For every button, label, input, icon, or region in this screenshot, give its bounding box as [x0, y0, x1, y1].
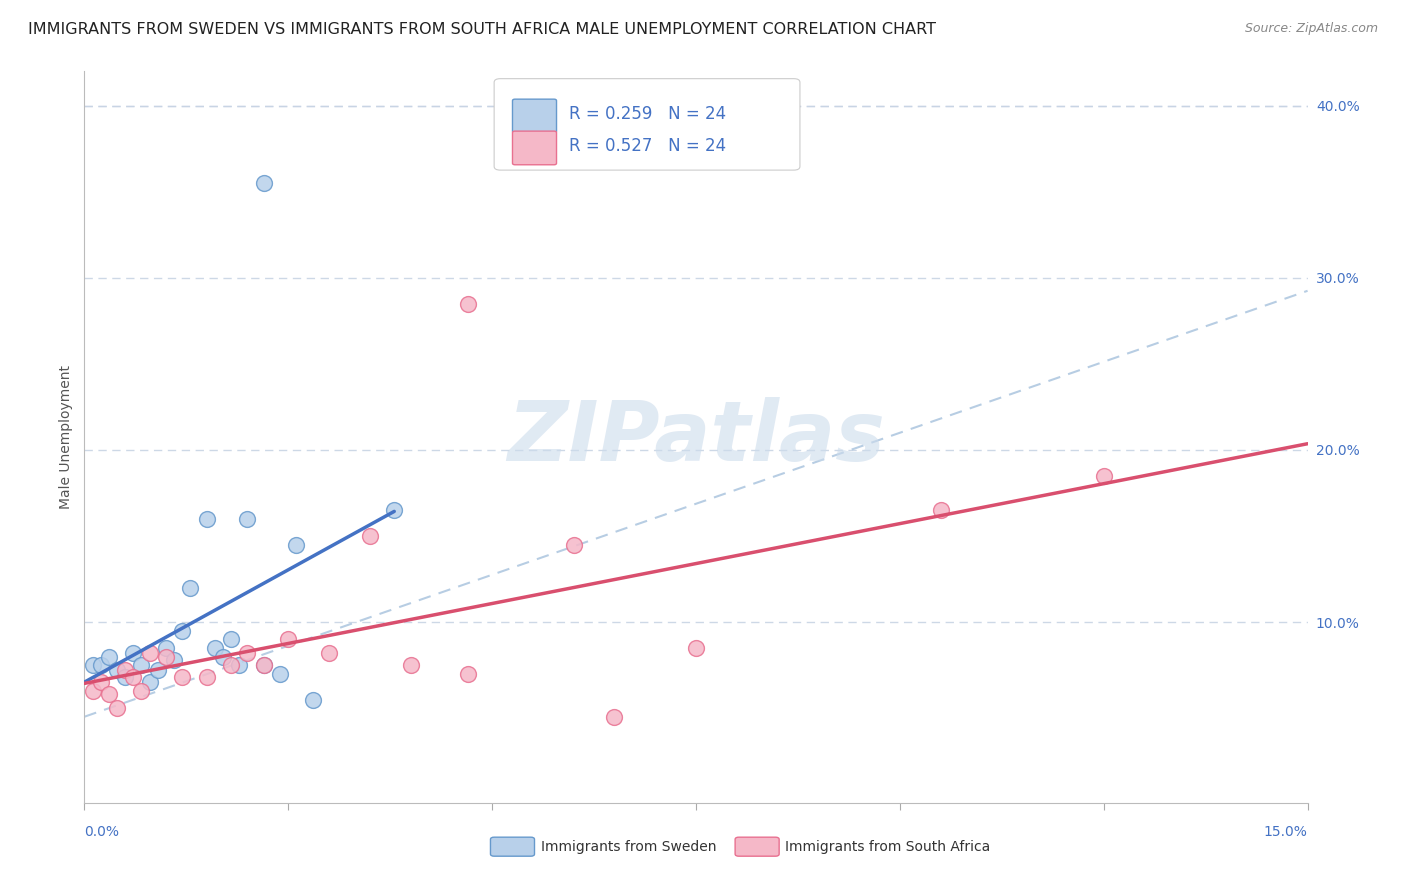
Point: [1092, 468, 1115, 483]
Point: [195, 512, 218, 526]
Text: R = 0.527   N = 24: R = 0.527 N = 24: [569, 137, 725, 155]
Point: [562, 538, 585, 552]
Text: R = 0.259   N = 24: R = 0.259 N = 24: [569, 105, 725, 123]
Point: [122, 670, 145, 684]
Point: [457, 666, 479, 681]
Point: [138, 646, 160, 660]
Point: [212, 649, 235, 664]
Point: [90, 675, 112, 690]
Point: [146, 663, 169, 677]
Text: Immigrants from Sweden: Immigrants from Sweden: [541, 839, 716, 854]
Point: [929, 503, 952, 517]
Point: [131, 658, 153, 673]
Point: [97, 649, 120, 664]
Point: [114, 670, 136, 684]
Point: [685, 640, 707, 655]
Text: ZIPatlas: ZIPatlas: [508, 397, 884, 477]
Point: [219, 632, 242, 647]
Text: Source: ZipAtlas.com: Source: ZipAtlas.com: [1244, 22, 1378, 36]
Point: [359, 529, 381, 543]
Point: [236, 646, 259, 660]
Y-axis label: Male Unemployment: Male Unemployment: [59, 365, 73, 509]
Point: [603, 710, 626, 724]
Point: [457, 296, 479, 310]
Text: IMMIGRANTS FROM SWEDEN VS IMMIGRANTS FROM SOUTH AFRICA MALE UNEMPLOYMENT CORRELA: IMMIGRANTS FROM SWEDEN VS IMMIGRANTS FRO…: [28, 22, 936, 37]
Point: [269, 666, 291, 681]
Point: [155, 649, 177, 664]
Point: [172, 624, 194, 638]
Point: [195, 670, 218, 684]
FancyBboxPatch shape: [735, 838, 779, 856]
FancyBboxPatch shape: [513, 99, 557, 133]
Point: [179, 581, 201, 595]
Point: [399, 658, 422, 673]
Point: [97, 687, 120, 701]
Point: [382, 503, 405, 517]
Point: [172, 670, 194, 684]
Point: [122, 646, 145, 660]
Point: [82, 658, 104, 673]
Point: [105, 701, 128, 715]
Point: [114, 663, 136, 677]
Point: [204, 640, 226, 655]
Point: [219, 658, 242, 673]
Text: Immigrants from South Africa: Immigrants from South Africa: [786, 839, 990, 854]
Point: [253, 658, 276, 673]
Point: [253, 176, 276, 190]
Point: [138, 675, 160, 690]
Text: 15.0%: 15.0%: [1264, 825, 1308, 838]
Point: [163, 653, 186, 667]
Point: [236, 512, 259, 526]
Point: [155, 640, 177, 655]
Point: [90, 658, 112, 673]
FancyBboxPatch shape: [513, 131, 557, 165]
Point: [277, 632, 299, 647]
Point: [301, 692, 323, 706]
Point: [253, 658, 276, 673]
FancyBboxPatch shape: [494, 78, 800, 170]
Point: [318, 646, 340, 660]
Point: [105, 663, 128, 677]
Point: [131, 684, 153, 698]
Text: 0.0%: 0.0%: [84, 825, 120, 838]
Point: [228, 658, 250, 673]
Point: [285, 538, 308, 552]
FancyBboxPatch shape: [491, 838, 534, 856]
Point: [82, 684, 104, 698]
